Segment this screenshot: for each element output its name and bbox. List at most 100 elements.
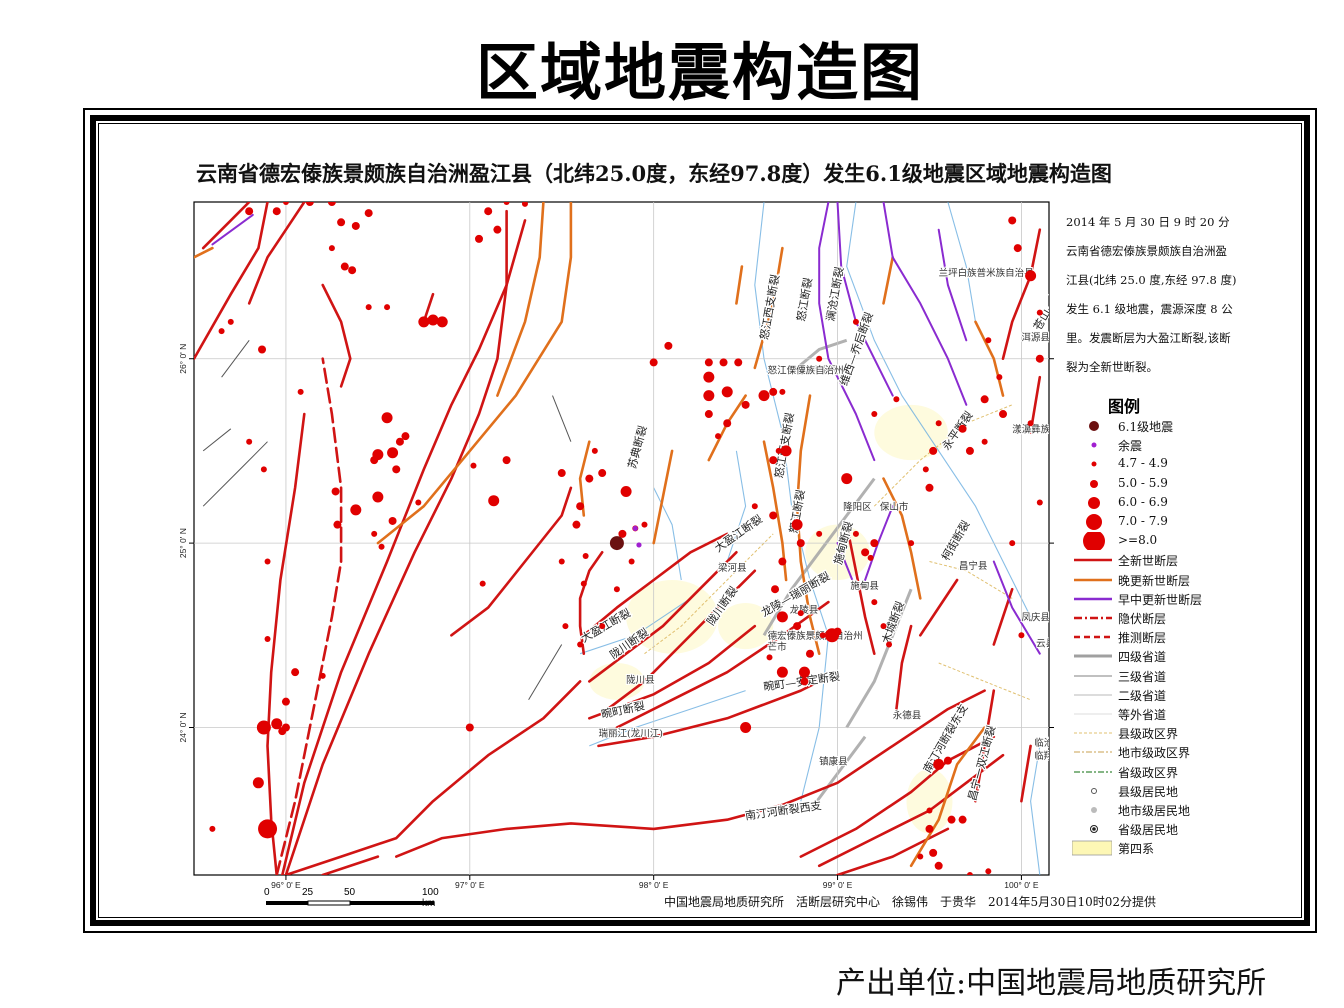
earthquake-marker xyxy=(264,635,271,642)
earthquake-marker xyxy=(256,720,271,735)
earthquake-marker xyxy=(985,337,992,344)
legend-symbol xyxy=(1083,532,1105,551)
legend-symbol xyxy=(1074,578,1112,581)
legend-item: 推测断层 xyxy=(1072,628,1272,646)
lon-tick-label: 99° 0' E xyxy=(823,880,853,890)
fault-line xyxy=(201,202,251,250)
legend-label: 省级政区界 xyxy=(1118,765,1179,780)
earthquake-marker xyxy=(664,341,673,350)
earthquake-marker xyxy=(649,358,658,367)
earthquake-marker xyxy=(618,529,627,538)
legend-item: 7.0 - 7.9 xyxy=(1072,513,1272,531)
map-title: 云南省德宏傣族景颇族自治洲盈江县（北纬25.0度，东经97.8度）发生6.1级地… xyxy=(196,161,1112,186)
earthquake-marker xyxy=(917,853,924,860)
fault-line xyxy=(582,532,729,637)
legend-symbol xyxy=(1072,840,1112,856)
earthquake-marker xyxy=(503,202,510,205)
earthquake-marker xyxy=(833,627,842,636)
earthquake-marker xyxy=(703,390,715,402)
earthquake-marker xyxy=(852,530,859,537)
legend-label: >=8.0 xyxy=(1118,533,1158,548)
earthquake-marker xyxy=(933,758,945,770)
legend-label: 四级省道 xyxy=(1118,650,1167,665)
earthquake-marker xyxy=(484,207,493,216)
legend-symbol xyxy=(1088,496,1100,509)
earthquake-marker xyxy=(577,641,584,648)
earthquake-marker xyxy=(922,466,929,473)
fault-line xyxy=(597,670,839,748)
earthquake-marker xyxy=(793,622,802,631)
fault-line xyxy=(735,265,744,305)
fault-line xyxy=(799,735,996,858)
legend-label: 7.0 - 7.9 xyxy=(1118,514,1168,528)
earthquake-marker xyxy=(319,672,326,679)
legend-item: 省级居民地 xyxy=(1072,820,1272,838)
earthquake-marker xyxy=(493,225,502,234)
place-label: 瑞丽江(龙川江) xyxy=(599,728,663,740)
place-label: 德宏傣族景颇族自治州 xyxy=(768,630,863,642)
description-line: 裂为全新世断裂。 xyxy=(1066,360,1158,374)
legend-item: 县级政区界 xyxy=(1072,724,1272,742)
aftershock-marker xyxy=(632,525,638,531)
provincial-road xyxy=(845,588,913,729)
lon-tick-label: 100° 0' E xyxy=(1004,880,1039,890)
legend-label: 第四系 xyxy=(1118,842,1155,857)
earthquake-marker xyxy=(780,445,792,457)
earthquake-marker xyxy=(401,432,410,441)
legend-item: 省级政区界 xyxy=(1072,763,1272,781)
earthquake-marker xyxy=(427,314,439,326)
place-label: 泸水县 xyxy=(810,364,839,376)
earthquake-marker xyxy=(935,420,942,427)
earthquake-marker xyxy=(908,540,915,547)
earthquake-marker xyxy=(985,868,992,875)
fault-line xyxy=(895,624,913,711)
legend-label: 县级居民地 xyxy=(1118,784,1179,799)
earthquake-marker xyxy=(1027,420,1034,427)
earthquake-marker xyxy=(769,456,778,465)
place-label: 龙陵县 xyxy=(790,604,819,616)
earthquake-marker xyxy=(769,387,778,396)
earthquake-marker xyxy=(378,543,385,550)
minor-fault-line xyxy=(202,441,268,507)
fault-line xyxy=(321,283,352,388)
earthquake-marker xyxy=(502,456,511,465)
fault-line xyxy=(284,209,508,875)
lon-tick-label: 98° 0' E xyxy=(639,880,669,890)
earthquake-marker xyxy=(272,207,281,216)
earthquake-marker xyxy=(816,530,823,537)
legend-item: 三级省道 xyxy=(1072,667,1272,685)
earthquake-marker xyxy=(282,202,289,205)
earthquake-marker xyxy=(800,677,809,686)
legend-item: 余震 xyxy=(1072,436,1272,454)
quaternary-area xyxy=(874,404,948,461)
earthquake-marker xyxy=(798,666,810,678)
earthquake-marker xyxy=(1018,632,1025,639)
minor-fault-line xyxy=(221,340,250,378)
place-label: 隆阳区 xyxy=(843,501,872,513)
earthquake-marker xyxy=(1036,309,1043,316)
earthquake-marker xyxy=(741,400,750,409)
river xyxy=(1030,745,1041,875)
place-label: 芒市 xyxy=(768,641,788,653)
place-label: 漾濞彝族自治县 xyxy=(1012,423,1079,435)
scale-label: 25 xyxy=(302,887,314,898)
legend-item: 全新世断层 xyxy=(1072,551,1272,569)
earthquake-marker xyxy=(867,554,874,561)
legend-label: 县级政区界 xyxy=(1118,727,1179,742)
place-label: 兰坪白族普米族自治县 xyxy=(939,267,1034,279)
earthquake-marker xyxy=(1035,354,1044,363)
earthquake-marker xyxy=(925,483,934,492)
county-boundary xyxy=(938,662,1031,701)
event-description: 2014 年 5 月 30 日 9 时 20 分 云南省德宏傣族景颇族自治洲盈 … xyxy=(1066,208,1258,382)
fault-line xyxy=(588,624,757,720)
earthquake-marker xyxy=(340,262,349,271)
earthquake-marker xyxy=(981,438,988,445)
minor-fault-line xyxy=(528,644,563,701)
fault-line xyxy=(395,689,986,858)
legend-item: 四级省道 xyxy=(1072,647,1272,665)
earthquake-marker xyxy=(348,266,357,275)
earthquake-marker xyxy=(580,580,587,587)
earthquake-marker xyxy=(327,202,336,206)
map-credit: 中国地震局地质研究所 活断层研究中心 徐锡伟 于贵华 2014年5月30日10时… xyxy=(664,895,1156,909)
